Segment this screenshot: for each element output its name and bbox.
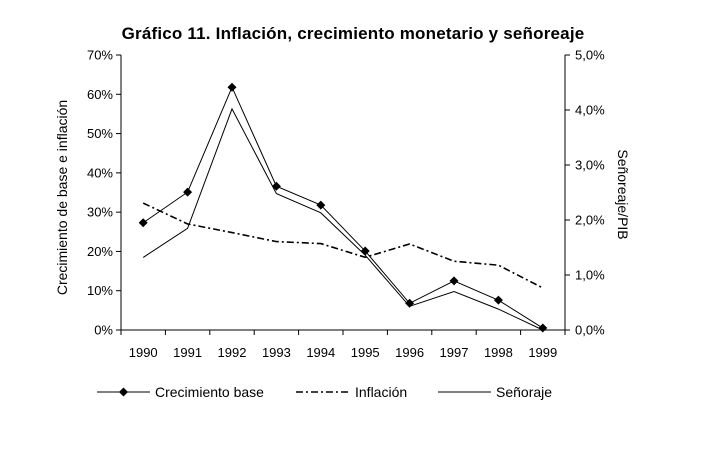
x-tick-label: 1996 [395,345,424,360]
left-tick-label: 70% [87,48,113,63]
x-tick-label: 1997 [440,345,469,360]
x-tick-label: 1991 [173,345,202,360]
data-point-diamond [316,200,326,210]
left-tick-label: 0% [94,323,113,338]
data-point-diamond [538,323,548,333]
right-tick-label: 3,0% [575,158,605,173]
legend-label: Señoraje [496,384,552,400]
right-tick-label: 1,0% [575,268,605,283]
x-tick-label: 1990 [129,345,158,360]
right-tick-label: 0,0% [575,323,605,338]
legend-marker-diamond [119,387,128,397]
left-tick-label: 20% [87,244,113,259]
right-tick-label: 2,0% [575,213,605,228]
x-tick-label: 1992 [218,345,247,360]
legend-label: Inflación [355,384,407,400]
x-tick-label: 1998 [484,345,513,360]
data-point-diamond [493,295,503,305]
x-tick-label: 1994 [306,345,335,360]
data-point-diamond [271,181,281,191]
left-tick-label: 40% [87,165,113,180]
chart-title: Gráfico 11. Inflación, crecimiento monet… [121,24,585,43]
y2-axis-title: Señoreaje/PIB [615,149,631,239]
right-tick-label: 4,0% [575,103,605,118]
data-point-diamond [227,82,237,92]
left-tick-label: 50% [87,126,113,141]
series-line-inflación [142,202,544,289]
x-tick-label: 1993 [262,345,291,360]
y-axis-title: Crecimiento de base e inflación [54,100,70,295]
series-line-crecimiento-base [142,85,544,329]
data-point-diamond [449,276,459,286]
data-point-diamond [138,218,148,228]
left-tick-label: 30% [87,205,113,220]
legend-label: Crecimiento base [155,384,264,400]
right-tick-label: 5,0% [575,48,605,63]
data-point-diamond [183,187,193,197]
series-line-señoraje [142,107,544,331]
left-tick-label: 10% [87,283,113,298]
x-tick-label: 1999 [528,345,557,360]
x-tick-label: 1995 [351,345,380,360]
left-tick-label: 60% [87,87,113,102]
